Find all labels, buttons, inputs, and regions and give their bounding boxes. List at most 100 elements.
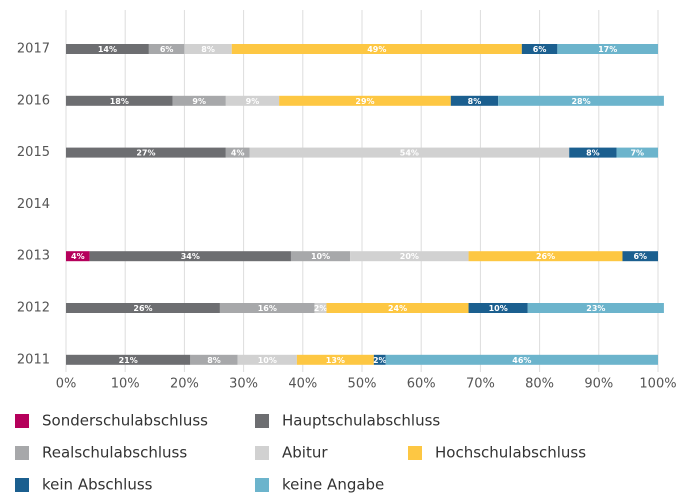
y-tick-label: 2013 (17, 249, 50, 264)
x-tick-label: 90% (584, 377, 613, 392)
x-tick-label: 80% (525, 377, 554, 392)
legend-swatch (15, 478, 29, 492)
bar-segment (290, 251, 351, 262)
legend-label: Abitur (282, 444, 328, 462)
data-label: 6% (533, 45, 547, 54)
data-label: 20% (400, 252, 419, 261)
data-label: 9% (246, 97, 260, 106)
data-label: 10% (258, 356, 277, 365)
bar-segment (385, 354, 658, 365)
data-label: 4% (231, 149, 245, 158)
bar-segment (225, 95, 280, 106)
bar-segment (557, 44, 658, 54)
y-tick-label: 2011 (17, 352, 50, 367)
data-label: 46% (512, 356, 531, 365)
data-label: 7% (630, 149, 644, 158)
data-label: 24% (388, 304, 407, 313)
x-tick-label: 60% (407, 377, 436, 392)
bar-segment (225, 147, 250, 158)
data-label: 4% (71, 252, 85, 261)
x-tick-label: 30% (229, 377, 258, 392)
data-label: 2% (373, 356, 387, 365)
bar-segment (190, 354, 238, 365)
y-tick-label: 2016 (17, 93, 50, 108)
bar-segment (569, 147, 617, 158)
data-label: 21% (119, 356, 138, 365)
legend-label: kein Abschluss (42, 476, 153, 494)
data-label: 49% (367, 45, 386, 54)
bar-segment (622, 251, 658, 262)
data-label: 13% (326, 356, 345, 365)
data-label: 26% (536, 252, 555, 261)
legend-swatch (255, 446, 269, 460)
x-tick-label: 40% (288, 377, 317, 392)
data-label: 17% (598, 45, 617, 54)
data-label: 27% (136, 149, 155, 158)
bar-segment (521, 44, 558, 54)
data-label: 8% (201, 45, 215, 54)
data-label: 16% (258, 304, 277, 313)
bar-segment (279, 95, 451, 106)
bar-segment (373, 354, 386, 365)
bar-segment (527, 303, 664, 313)
bar-segment (616, 147, 658, 158)
bar-segment (66, 251, 90, 262)
legend-label: Hauptschulabschluss (282, 412, 440, 430)
data-label: 6% (633, 252, 647, 261)
bar-segment (468, 251, 623, 262)
bar-segment (219, 303, 315, 313)
x-tick-label: 100% (639, 377, 676, 392)
bar-segment (66, 303, 220, 313)
data-label: 10% (489, 304, 508, 313)
legend-label: keine Angabe (282, 476, 384, 494)
data-label: 34% (181, 252, 200, 261)
data-label: 28% (571, 97, 590, 106)
legend-label: Sonderschulabschluss (42, 412, 208, 430)
bar-segment (66, 354, 191, 365)
legend-swatch (255, 478, 269, 492)
bar-segment (468, 303, 528, 313)
bar-segment (450, 95, 499, 106)
bar-segment (326, 303, 469, 313)
data-label: 9% (192, 97, 206, 106)
legend-label: Hochschulabschluss (435, 444, 586, 462)
bar-segment (350, 251, 469, 262)
data-label: 8% (468, 97, 482, 106)
legend-swatch (15, 446, 29, 460)
bar-segment (148, 44, 185, 54)
bar-segment (314, 303, 327, 313)
data-label: 14% (98, 45, 117, 54)
bar-segment (296, 354, 374, 365)
x-tick-label: 20% (170, 377, 199, 392)
legend-label: Realschulabschluss (42, 444, 187, 462)
data-label: 54% (400, 149, 419, 158)
bar-segment (184, 44, 232, 54)
bar-segment (498, 95, 664, 106)
data-label: 29% (355, 97, 374, 106)
legend-swatch (408, 446, 422, 460)
bar-segment (231, 44, 522, 54)
bar-segment (249, 147, 570, 158)
x-tick-label: 0% (56, 377, 77, 392)
data-label: 6% (160, 45, 174, 54)
bar-segment (66, 95, 173, 106)
legend-swatch (255, 414, 269, 428)
x-tick-label: 70% (466, 377, 495, 392)
data-label: 8% (207, 356, 221, 365)
bar-segment (172, 95, 226, 106)
data-label: 23% (586, 304, 605, 313)
x-tick-label: 10% (111, 377, 140, 392)
x-tick-label: 50% (348, 377, 377, 392)
bar-segment (66, 147, 226, 158)
y-tick-label: 2014 (17, 197, 50, 212)
data-label: 2% (314, 304, 328, 313)
data-label: 10% (311, 252, 330, 261)
bar-segment (237, 354, 297, 365)
bar-segment (89, 251, 291, 262)
data-label: 8% (586, 149, 600, 158)
legend-swatch (15, 414, 29, 428)
data-label: 26% (133, 304, 152, 313)
y-tick-label: 2015 (17, 145, 50, 160)
y-tick-label: 2017 (17, 42, 50, 57)
